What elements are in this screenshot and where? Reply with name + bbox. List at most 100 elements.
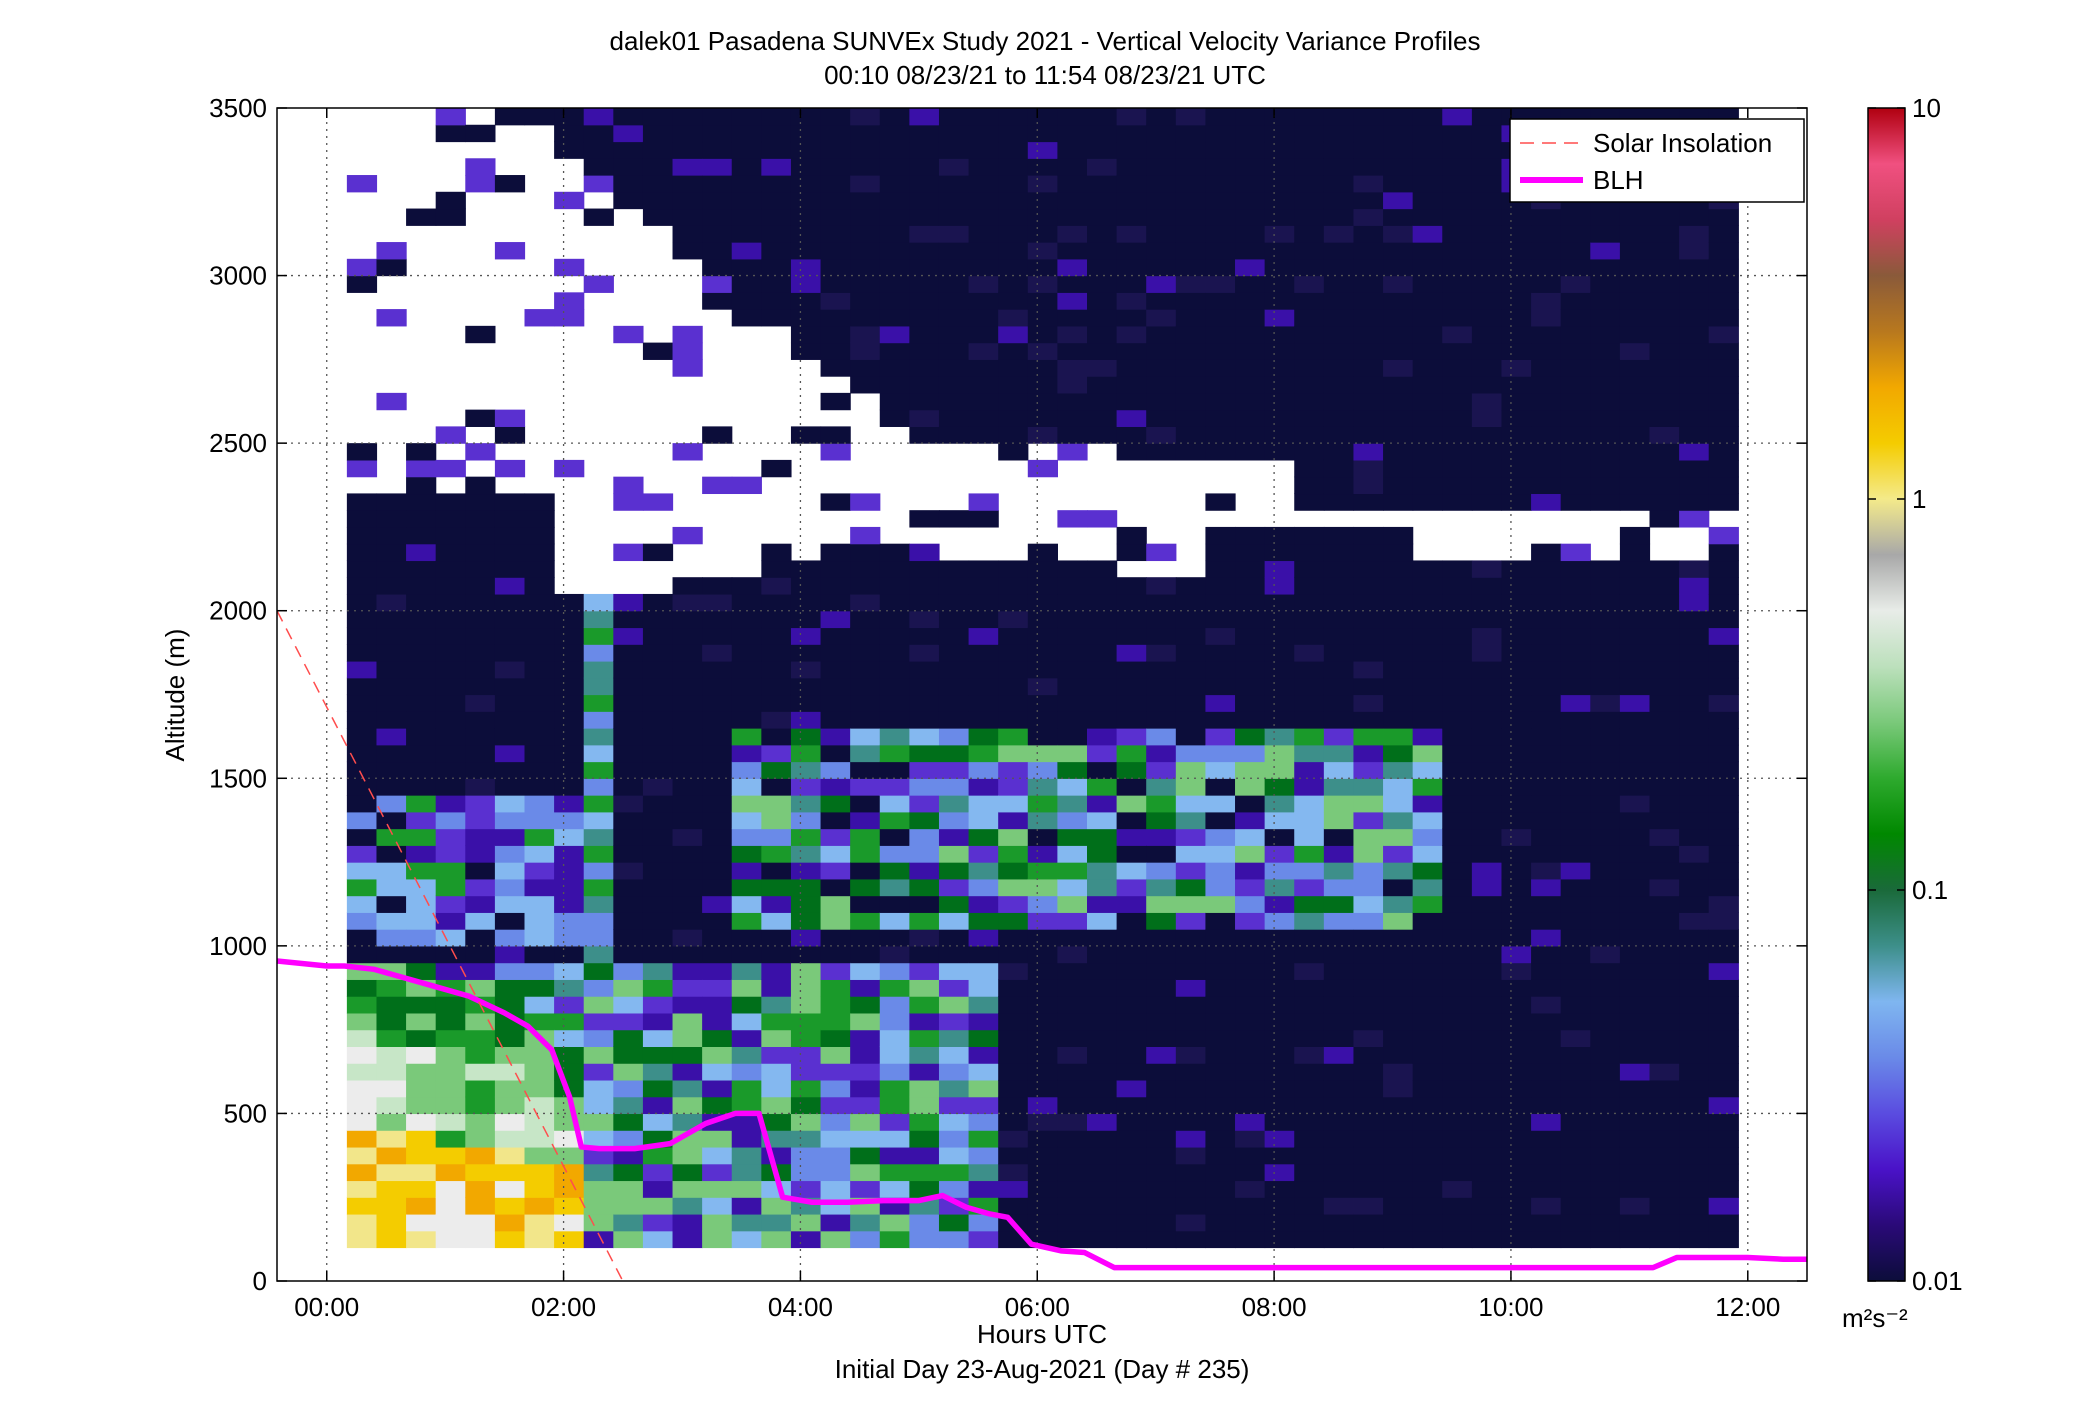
heatmap-cell: [1235, 627, 1266, 645]
heatmap-cell: [1205, 728, 1236, 746]
heatmap-cell: [998, 694, 1029, 712]
heatmap-cell: [554, 929, 585, 947]
heatmap-cell: [465, 175, 496, 193]
heatmap-cell: [1383, 392, 1414, 411]
heatmap-cell: [1531, 962, 1562, 980]
heatmap-cell: [554, 728, 585, 746]
heatmap-cell: [376, 1079, 407, 1098]
heatmap-cell: [1146, 1046, 1177, 1064]
heatmap-cell: [1027, 342, 1058, 360]
heatmap-cell: [1264, 342, 1295, 360]
heatmap-cell: [1708, 895, 1739, 913]
heatmap-cell: [1531, 359, 1562, 377]
heatmap-cell: [1264, 778, 1295, 796]
heatmap-cell: [1264, 744, 1295, 763]
heatmap-cell: [1531, 1113, 1562, 1131]
heatmap-cell: [820, 191, 851, 210]
heatmap-cell: [613, 660, 644, 679]
heatmap-cell: [1175, 191, 1207, 210]
heatmap-cell: [1590, 292, 1621, 310]
heatmap-cell: [1087, 895, 1118, 913]
heatmap-cell: [702, 694, 733, 712]
heatmap-cell: [1560, 376, 1591, 394]
heatmap-cell: [968, 325, 999, 344]
heatmap-cell: [376, 828, 407, 846]
heatmap-cell: [1205, 526, 1236, 545]
heatmap-cell: [879, 912, 910, 930]
heatmap-cell: [1323, 1130, 1355, 1148]
heatmap-cell: [1442, 359, 1473, 377]
heatmap-cell: [968, 409, 999, 427]
heatmap-cell: [1442, 795, 1473, 813]
heatmap-cell: [702, 1197, 733, 1215]
heatmap-cell: [790, 895, 822, 913]
heatmap-cell: [820, 1130, 851, 1148]
heatmap-cell: [1353, 141, 1384, 159]
heatmap-cell: [968, 1079, 999, 1098]
heatmap-cell: [850, 593, 881, 612]
heatmap-cell: [1412, 1197, 1443, 1215]
heatmap-cell: [1116, 577, 1147, 595]
heatmap-cell: [376, 1012, 407, 1031]
heatmap-cell: [702, 242, 733, 260]
heatmap-cell: [1027, 1163, 1058, 1182]
heatmap-cell: [938, 929, 970, 947]
heatmap-cell: [1353, 1130, 1384, 1148]
heatmap-cell: [1619, 795, 1651, 813]
heatmap-cell: [494, 108, 526, 126]
heatmap-cell: [346, 895, 378, 913]
heatmap-cell: [938, 1146, 970, 1165]
heatmap-cell: [494, 644, 526, 662]
heatmap-cell: [731, 627, 762, 645]
heatmap-cell: [1205, 342, 1236, 360]
heatmap-cell: [642, 627, 674, 645]
heatmap-cell: [731, 744, 762, 763]
heatmap-cell: [909, 124, 940, 143]
heatmap-cell: [1383, 811, 1414, 830]
heatmap-cell: [346, 1096, 378, 1115]
heatmap-cell: [1146, 1029, 1177, 1047]
heatmap-cell: [642, 1096, 674, 1115]
heatmap-cell: [850, 962, 881, 980]
heatmap-cell: [1471, 711, 1503, 729]
heatmap-cell: [1383, 660, 1414, 679]
heatmap-cell: [406, 1230, 437, 1249]
heatmap-cell: [1057, 895, 1088, 913]
heatmap-cell: [1560, 242, 1591, 260]
heatmap-cell: [1471, 292, 1503, 310]
heatmap-cell: [1708, 728, 1739, 746]
heatmap-cell: [1087, 376, 1118, 394]
heatmap-cell: [1057, 309, 1088, 327]
heatmap-cell: [850, 1079, 881, 1098]
heatmap-cell: [1146, 443, 1177, 461]
heatmap-cell: [761, 895, 792, 913]
heatmap-cell: [376, 660, 407, 679]
heatmap-cell: [1383, 912, 1414, 930]
heatmap-cell: [820, 443, 851, 461]
heatmap-cell: [1679, 342, 1710, 360]
heatmap-cell: [820, 795, 851, 813]
heatmap-cell: [1235, 979, 1266, 997]
heatmap-cell: [702, 845, 733, 863]
heatmap-cell: [1471, 761, 1503, 779]
heatmap-cell: [702, 811, 733, 830]
heatmap-cell: [938, 660, 970, 679]
heatmap-cell: [1412, 275, 1443, 293]
heatmap-cell: [583, 1063, 614, 1081]
heatmap-cell: [1235, 962, 1266, 980]
heatmap-cell: [1531, 577, 1562, 595]
heatmap-cell: [1649, 392, 1680, 411]
heatmap-cell: [909, 292, 940, 310]
heatmap-cell: [790, 258, 822, 277]
heatmap-cell: [1264, 610, 1295, 629]
heatmap-cell: [1708, 275, 1739, 293]
heatmap-cell: [998, 1163, 1029, 1182]
heatmap-cell: [613, 677, 644, 696]
heatmap-cell: [850, 627, 881, 645]
heatmap-cell: [820, 1096, 851, 1115]
heatmap-cell: [1471, 895, 1503, 913]
heatmap-cell: [1057, 694, 1088, 712]
heatmap-cell: [731, 1130, 762, 1148]
heatmap-cell: [1323, 761, 1355, 779]
heatmap-cell: [1146, 1063, 1177, 1081]
